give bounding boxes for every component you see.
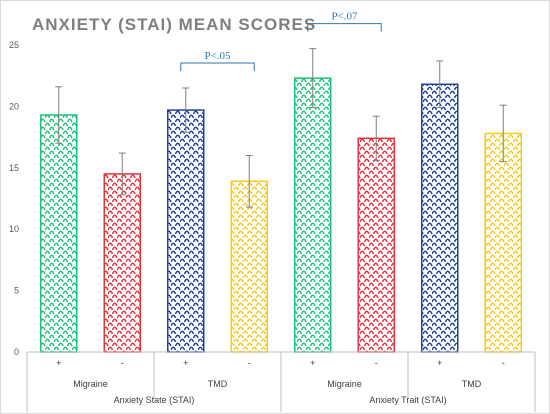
y-tick-label: 15 bbox=[9, 163, 19, 173]
significance-bracket bbox=[307, 23, 382, 32]
x-axis: + - + - + - + - Migraine TMD Migraine TMD Anxiety St… bbox=[26, 351, 536, 412]
bar bbox=[103, 173, 141, 353]
bars bbox=[40, 77, 522, 353]
x-tick-label: - bbox=[375, 358, 378, 368]
bar bbox=[484, 132, 522, 353]
chart-title: ANXIETY (STAI) MEAN SCORES bbox=[32, 15, 316, 34]
group-label: Anxiety State (STAI) bbox=[114, 395, 195, 405]
bar bbox=[230, 180, 268, 353]
y-tick-label: 20 bbox=[9, 101, 19, 111]
group-label: Anxiety Trait (STAI) bbox=[369, 395, 446, 405]
x-tick-label: - bbox=[121, 358, 124, 368]
x-tick-label: - bbox=[248, 358, 251, 368]
significance-label: P<.07 bbox=[331, 11, 358, 23]
y-tick-label: 5 bbox=[14, 286, 19, 296]
y-tick-label: 25 bbox=[9, 40, 19, 50]
x-tick-label: + bbox=[183, 358, 188, 368]
subgroup-label: Migraine bbox=[73, 379, 108, 389]
bar bbox=[40, 114, 78, 353]
subgroup-label: Migraine bbox=[327, 379, 362, 389]
x-tick-label: + bbox=[310, 358, 315, 368]
x-tick-label: + bbox=[56, 358, 61, 368]
annotations: P<.05 P<.07 bbox=[180, 11, 382, 71]
subgroup-label: TMD bbox=[208, 379, 228, 389]
bar bbox=[294, 77, 332, 353]
x-tick-label: - bbox=[502, 358, 505, 368]
x-tick-label: + bbox=[437, 358, 442, 368]
y-tick-label: 0 bbox=[14, 347, 19, 357]
y-tick-label: 10 bbox=[9, 224, 19, 234]
y-axis: 0 5 10 15 20 25 bbox=[9, 40, 19, 357]
bar bbox=[167, 109, 205, 353]
error-bars bbox=[55, 48, 507, 208]
bar bbox=[357, 137, 395, 353]
significance-label: P<.05 bbox=[204, 50, 231, 62]
significance-bracket bbox=[180, 62, 255, 71]
bar bbox=[421, 83, 459, 353]
subgroup-label: TMD bbox=[462, 379, 482, 389]
